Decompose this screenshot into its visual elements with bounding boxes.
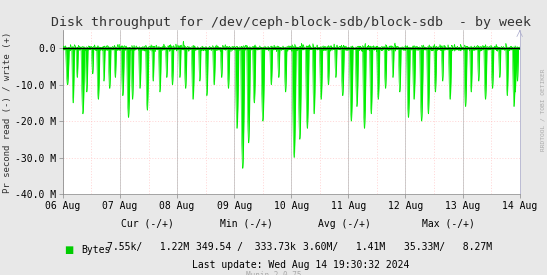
Text: ■: ■: [65, 245, 74, 255]
Text: 3.60M/   1.41M: 3.60M/ 1.41M: [304, 242, 386, 252]
Text: Munin 2.0.75: Munin 2.0.75: [246, 271, 301, 275]
Text: RRDTOOL / TOBI OETIKER: RRDTOOL / TOBI OETIKER: [541, 69, 546, 151]
Text: 7.55k/   1.22M: 7.55k/ 1.22M: [107, 242, 189, 252]
Text: Min (-/+): Min (-/+): [220, 219, 272, 229]
Text: Max (-/+): Max (-/+): [422, 219, 475, 229]
Text: Cur (-/+): Cur (-/+): [121, 219, 174, 229]
Text: Bytes: Bytes: [81, 245, 110, 255]
Text: Avg (-/+): Avg (-/+): [318, 219, 371, 229]
Text: Last update: Wed Aug 14 19:30:32 2024: Last update: Wed Aug 14 19:30:32 2024: [192, 260, 410, 270]
Title: Disk throughput for /dev/ceph-block-sdb/block-sdb  - by week: Disk throughput for /dev/ceph-block-sdb/…: [51, 16, 531, 29]
Y-axis label: Pr second read (-) / write (+): Pr second read (-) / write (+): [3, 31, 12, 193]
Text: 35.33M/   8.27M: 35.33M/ 8.27M: [404, 242, 493, 252]
Text: 349.54 /  333.73k: 349.54 / 333.73k: [196, 242, 296, 252]
